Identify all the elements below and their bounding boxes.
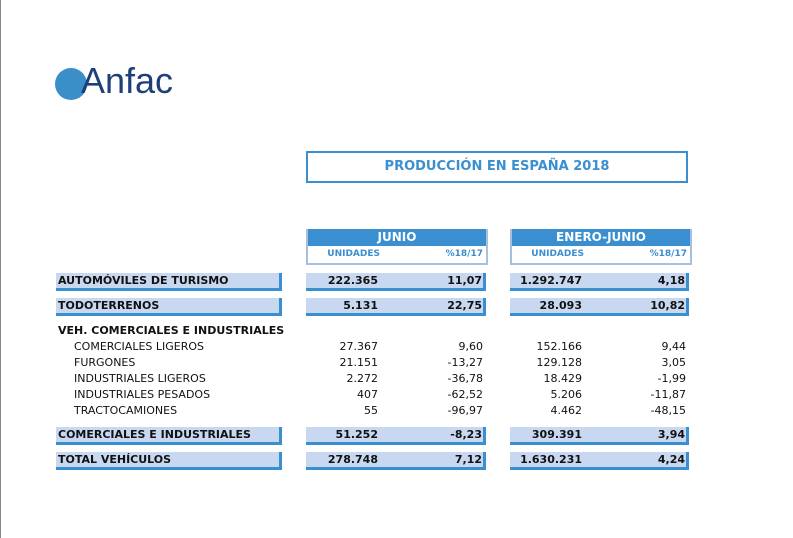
page-edge xyxy=(0,0,1,538)
sub-row-label: TRACTOCAMIONES xyxy=(74,404,178,417)
junio-units: 27.367 xyxy=(339,340,379,353)
units-header: UNIDADES xyxy=(531,249,584,259)
junio-pct: -13,27 xyxy=(447,356,483,369)
junio-pct: 7,12 xyxy=(454,453,482,466)
junio-pct: 22,75 xyxy=(447,299,482,312)
enero-junio-pct: 3,05 xyxy=(661,356,687,369)
period-label: JUNIO xyxy=(308,229,486,246)
enero-junio-pct: 3,94 xyxy=(657,428,685,441)
pct-header: %18/17 xyxy=(649,249,687,259)
junio-units: 278.748 xyxy=(327,453,378,466)
enero-junio-units: 18.429 xyxy=(543,372,583,385)
enero-junio-pct: -1,99 xyxy=(657,372,686,385)
enero-junio-pct: 9,44 xyxy=(661,340,687,353)
junio-pct: 9,60 xyxy=(458,340,484,353)
enero-junio-units: 309.391 xyxy=(531,428,582,441)
sub-row-label: COMERCIALES LIGEROS xyxy=(74,340,205,353)
row-label: AUTOMÓVILES DE TURISMO xyxy=(56,273,282,291)
header-junio: JUNIO UNIDADES %18/17 xyxy=(306,229,488,265)
enero-junio-units: 1.630.231 xyxy=(520,453,582,466)
junio-pct: -62,52 xyxy=(447,388,483,401)
enero-junio-units: 4.462 xyxy=(550,404,583,417)
junio-units: 51.252 xyxy=(335,428,378,441)
enero-junio-pct: -48,15 xyxy=(650,404,686,417)
enero-junio-pct: 4,24 xyxy=(657,453,685,466)
section-header: VEH. COMERCIALES E INDUSTRIALES xyxy=(58,324,285,337)
enero-junio-units: 152.166 xyxy=(536,340,583,353)
junio-cells: 278.748 7,12 xyxy=(306,452,486,470)
enero-junio-pct: 4,18 xyxy=(657,274,685,287)
enero-junio-units: 5.206 xyxy=(550,388,583,401)
units-header: UNIDADES xyxy=(327,249,380,259)
page-title: PRODUCCIÓN EN ESPAÑA 2018 xyxy=(306,151,688,183)
enero-junio-units: 28.093 xyxy=(539,299,582,312)
junio-cells: 5.131 22,75 xyxy=(306,298,486,316)
pct-header: %18/17 xyxy=(445,249,483,259)
sub-row-label: FURGONES xyxy=(74,356,136,369)
sub-row-label: INDUSTRIALES LIGEROS xyxy=(74,372,206,385)
row-label: TODOTERRENOS xyxy=(56,298,282,316)
junio-units: 21.151 xyxy=(339,356,379,369)
enero-junio-units: 129.128 xyxy=(536,356,583,369)
junio-units: 55 xyxy=(364,404,378,417)
row-label: COMERCIALES E INDUSTRIALES xyxy=(56,427,282,445)
junio-units: 222.365 xyxy=(327,274,378,287)
junio-units: 5.131 xyxy=(343,299,378,312)
period-label: ENERO-JUNIO xyxy=(512,229,690,246)
enero-junio-cells: 1.292.747 4,18 xyxy=(510,273,689,291)
enero-junio-pct: -11,87 xyxy=(650,388,686,401)
junio-pct: 11,07 xyxy=(447,274,482,287)
enero-junio-cells: 28.093 10,82 xyxy=(510,298,689,316)
junio-pct: -8,23 xyxy=(450,428,482,441)
truck-icon xyxy=(55,68,87,100)
enero-junio-cells: 309.391 3,94 xyxy=(510,427,689,445)
junio-units: 2.272 xyxy=(346,372,379,385)
junio-pct: -36,78 xyxy=(447,372,483,385)
junio-cells: 51.252 -8,23 xyxy=(306,427,486,445)
logo-wordmark: Anfac xyxy=(81,60,174,101)
anfac-logo: Anfac xyxy=(55,60,195,106)
enero-junio-pct: 10,82 xyxy=(650,299,685,312)
junio-cells: 222.365 11,07 xyxy=(306,273,486,291)
row-label: TOTAL VEHÍCULOS xyxy=(56,452,282,470)
enero-junio-cells: 1.630.231 4,24 xyxy=(510,452,689,470)
sub-row-label: INDUSTRIALES PESADOS xyxy=(74,388,211,401)
header-enero-junio: ENERO-JUNIO UNIDADES %18/17 xyxy=(510,229,692,265)
enero-junio-units: 1.292.747 xyxy=(520,274,582,287)
junio-pct: -96,97 xyxy=(447,404,483,417)
junio-units: 407 xyxy=(357,388,378,401)
